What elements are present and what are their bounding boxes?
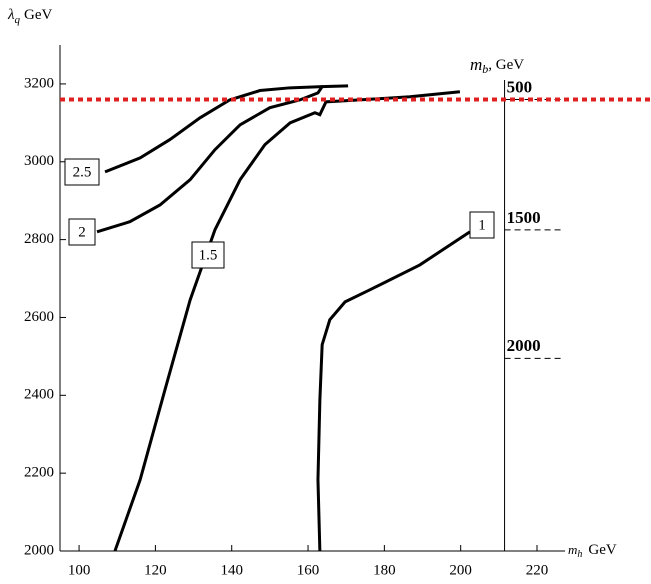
curve-label: 2 <box>78 224 86 240</box>
y-tick-label: 2600 <box>24 309 54 325</box>
x-tick-label: 180 <box>373 562 396 578</box>
x-tick-label: 100 <box>68 562 91 578</box>
x-tick-label: 140 <box>220 562 243 578</box>
x-tick-label: 200 <box>449 562 472 578</box>
curve <box>104 85 323 174</box>
curve-label: 2.5 <box>73 164 92 180</box>
y-tick-label: 3200 <box>24 75 54 91</box>
x-tick-label: 220 <box>526 562 549 578</box>
curve <box>113 90 461 552</box>
y2-tick-label: 1500 <box>507 208 541 227</box>
y-tick-label: 2200 <box>24 465 54 481</box>
curve-label-box <box>68 218 96 246</box>
y-tick-label: 2400 <box>24 387 54 403</box>
curve-label: 1.5 <box>199 247 218 263</box>
y2-axis-label: mb, GeV <box>470 55 524 76</box>
curve-label-box <box>191 241 225 269</box>
x-axis-label: mh GeV <box>568 542 617 560</box>
y-tick-label: 2800 <box>24 231 54 247</box>
x-tick-label: 120 <box>144 562 167 578</box>
curve-label-box <box>64 158 100 186</box>
curve <box>96 84 349 234</box>
curve-label: 1 <box>478 217 486 233</box>
curve-label-box <box>469 211 495 239</box>
y2-tick-label: 2000 <box>507 336 541 355</box>
y-tick-label: 2000 <box>24 542 54 558</box>
curve <box>316 230 471 552</box>
y-tick-label: 3000 <box>24 153 54 169</box>
y-axis-label: λq GeV <box>7 7 52 25</box>
x-tick-label: 160 <box>297 562 320 578</box>
y2-tick-label: 500 <box>507 77 532 96</box>
